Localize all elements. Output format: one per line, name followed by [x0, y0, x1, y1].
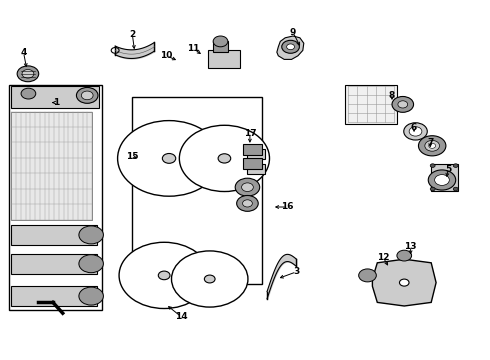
- Circle shape: [119, 242, 209, 309]
- Circle shape: [76, 87, 98, 103]
- Circle shape: [235, 178, 260, 196]
- Polygon shape: [277, 36, 304, 59]
- Text: 1: 1: [53, 98, 59, 107]
- Text: 2: 2: [129, 30, 135, 39]
- Circle shape: [179, 125, 270, 192]
- Bar: [213, 41, 228, 52]
- Bar: [11, 86, 99, 108]
- Bar: [243, 158, 262, 169]
- Text: 5: 5: [445, 165, 451, 174]
- Text: 4: 4: [20, 48, 27, 57]
- Circle shape: [418, 136, 446, 156]
- Text: 9: 9: [290, 28, 296, 37]
- Circle shape: [404, 123, 427, 140]
- Circle shape: [392, 96, 414, 112]
- Circle shape: [399, 279, 409, 286]
- Circle shape: [79, 287, 103, 305]
- Circle shape: [430, 187, 435, 191]
- Text: 10: 10: [160, 51, 173, 60]
- Bar: [132, 97, 262, 284]
- Circle shape: [22, 69, 34, 78]
- Polygon shape: [372, 259, 436, 306]
- Bar: [11, 254, 97, 274]
- Circle shape: [398, 101, 408, 108]
- Circle shape: [237, 195, 258, 211]
- Bar: [11, 112, 92, 220]
- Circle shape: [81, 91, 93, 100]
- Bar: [345, 85, 397, 124]
- Circle shape: [428, 170, 456, 190]
- Circle shape: [213, 36, 228, 47]
- Circle shape: [409, 127, 422, 136]
- Circle shape: [204, 275, 215, 283]
- Circle shape: [17, 66, 39, 82]
- Text: 6: 6: [411, 123, 417, 132]
- Circle shape: [242, 183, 253, 192]
- Circle shape: [158, 271, 170, 280]
- Text: 13: 13: [404, 242, 417, 251]
- Text: 16: 16: [281, 202, 294, 211]
- Circle shape: [430, 164, 435, 167]
- Circle shape: [79, 255, 103, 273]
- Circle shape: [429, 143, 436, 148]
- Circle shape: [287, 44, 294, 50]
- Circle shape: [425, 140, 440, 151]
- Circle shape: [21, 88, 36, 99]
- Circle shape: [172, 251, 248, 307]
- Bar: [431, 164, 458, 191]
- Text: 17: 17: [244, 129, 256, 138]
- Bar: [9, 85, 102, 310]
- Text: 12: 12: [377, 253, 390, 262]
- Circle shape: [218, 154, 231, 163]
- Text: 3: 3: [294, 267, 299, 276]
- Circle shape: [79, 226, 103, 244]
- Bar: [247, 149, 265, 159]
- Bar: [208, 50, 240, 68]
- Circle shape: [435, 175, 449, 185]
- Text: 8: 8: [389, 91, 395, 100]
- Bar: [11, 225, 97, 245]
- Circle shape: [453, 187, 458, 191]
- Circle shape: [359, 269, 376, 282]
- Text: 14: 14: [175, 312, 188, 321]
- Circle shape: [243, 200, 252, 207]
- Circle shape: [162, 153, 176, 163]
- Circle shape: [118, 121, 220, 196]
- Circle shape: [282, 40, 299, 53]
- Text: 7: 7: [427, 138, 434, 147]
- Circle shape: [453, 164, 458, 167]
- Text: 15: 15: [126, 152, 139, 161]
- Text: 11: 11: [187, 44, 200, 53]
- Bar: [11, 286, 97, 306]
- Bar: [247, 164, 265, 174]
- Bar: [243, 144, 262, 155]
- Circle shape: [397, 250, 412, 261]
